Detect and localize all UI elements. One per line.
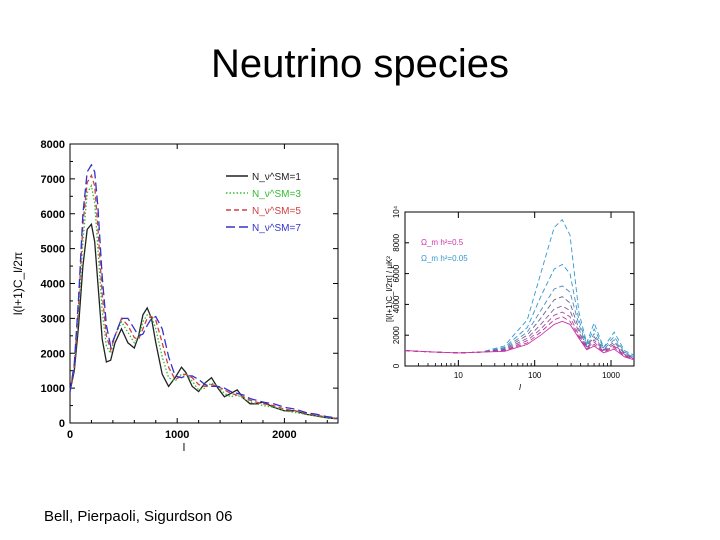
y-tick-label: 6000 — [392, 264, 401, 282]
y-tick-label: 1000 — [41, 383, 65, 395]
y-axis-label: [l(l+1)C_l/2π] / μK² — [385, 256, 394, 322]
x-tick-label: 10 — [454, 371, 463, 380]
x-tick-label: 1000 — [602, 371, 620, 380]
x-axis-label: l — [183, 442, 185, 454]
y-tick-label: 4000 — [41, 279, 65, 291]
y-tick-label: 0 — [392, 363, 401, 368]
series-line-7 — [404, 316, 635, 360]
legend-entry: N_ν^SM=7 — [252, 223, 301, 234]
y-tick-label: 0 — [59, 418, 65, 430]
legend-entry: N_ν^SM=3 — [252, 189, 301, 200]
plot-frame — [404, 211, 635, 367]
y-tick-label: 4000 — [392, 295, 401, 313]
series-line-2 — [69, 183, 339, 420]
y-tick-label: 6000 — [41, 209, 65, 221]
x-tick-label: 100 — [528, 371, 542, 380]
series-line-5 — [404, 305, 635, 360]
legend-entry: N_ν^SM=5 — [252, 206, 301, 217]
series-line-4 — [69, 163, 339, 419]
y-tick-label: 7000 — [41, 174, 65, 186]
legend-entry: N_ν^SM=1 — [252, 172, 301, 183]
y-tick-label: 3000 — [41, 313, 65, 325]
x-tick-label: 2000 — [272, 429, 296, 441]
series-line-8 — [404, 320, 635, 361]
slide-title: Neutrino species — [211, 42, 509, 86]
legend-entry: Ω_m h²=0.05 — [421, 254, 468, 263]
series-line-2 — [404, 263, 635, 358]
y-tick-label: 10⁴ — [392, 205, 401, 218]
y-tick-label: 2000 — [41, 348, 65, 360]
y-tick-label: 8000 — [41, 139, 65, 151]
x-axis-label: l — [519, 383, 521, 392]
x-tick-label: 0 — [67, 429, 73, 441]
legend-entry: Ω_m h²=0.5 — [421, 238, 464, 247]
y-tick-label: 8000 — [392, 233, 401, 251]
citation: Bell, Pierpaoli, Sigurdson 06 — [44, 508, 233, 525]
y-axis-label: l(l+1)C_l/2π — [11, 252, 25, 315]
series-line-3 — [69, 173, 339, 420]
y-tick-label: 2000 — [392, 326, 401, 344]
x-tick-label: 1000 — [165, 429, 189, 441]
y-tick-label: 5000 — [41, 244, 65, 256]
